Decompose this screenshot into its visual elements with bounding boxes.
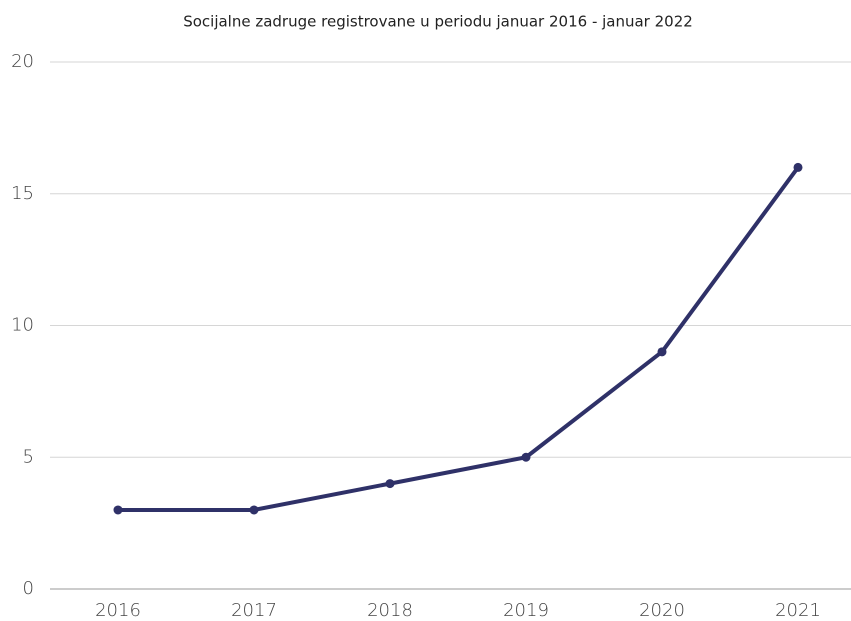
y-tick-label: 20	[11, 51, 34, 72]
point	[385, 479, 395, 489]
chart-title: Socijalne zadruge registrovane u periodu…	[183, 13, 693, 31]
point	[113, 505, 123, 515]
x-tick-label: 2018	[367, 600, 413, 621]
y-tick-label: 10	[11, 315, 34, 336]
y-tick-label: 0	[23, 578, 34, 599]
point	[793, 162, 803, 172]
line	[118, 166, 800, 512]
x-tick-label: 2021	[775, 600, 821, 621]
point	[521, 452, 531, 462]
point	[249, 505, 259, 515]
x-tick-label: 2020	[639, 600, 685, 621]
x-tick-label: 2017	[231, 600, 277, 621]
x-tick-label: 2016	[95, 600, 141, 621]
x-tick-label: 2019	[503, 600, 549, 621]
point	[657, 347, 667, 357]
y-tick-label: 15	[11, 183, 34, 204]
y-tick-label: 5	[23, 446, 34, 467]
